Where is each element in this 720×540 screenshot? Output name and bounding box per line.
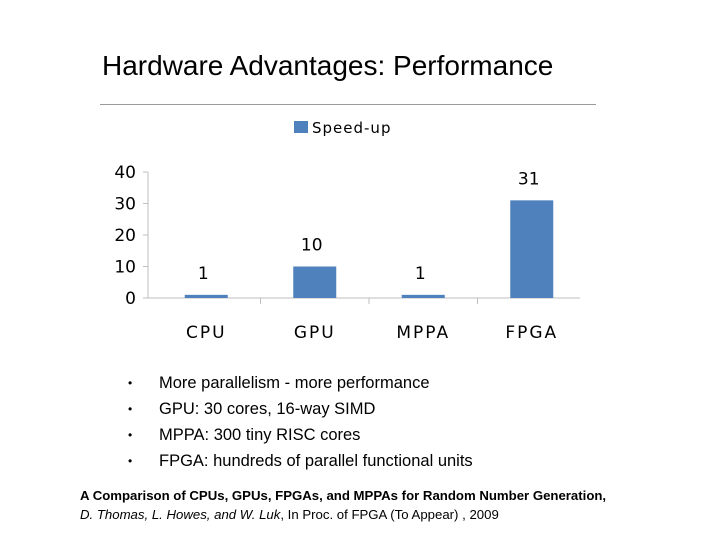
bullet-item: • MPPA: 300 tiny RISC cores [128, 422, 473, 448]
citation-authors: D. Thomas, L. Howes, and W. Luk [80, 507, 281, 522]
bullet-item: • FPGA: hundreds of parallel functional u… [128, 448, 473, 474]
value-label: 10 [301, 236, 323, 256]
y-tick-label: 20 [114, 226, 136, 246]
value-label: 31 [518, 169, 540, 189]
y-tick-label: 30 [114, 195, 136, 215]
citation-paper: A Comparison of CPUs, GPUs, FPGAs, and M… [80, 488, 607, 503]
bars [184, 200, 554, 298]
bar-mppa [401, 294, 445, 298]
x-tick-label: FPGA [505, 323, 558, 343]
speedup-bar-chart: 0 10 20 30 40 1 10 1 31 CPU GPU MPPA FPGA Speed-up [114, 119, 580, 343]
bar-fpga [510, 200, 554, 298]
legend-label: Speed-up [312, 119, 391, 137]
title-divider [100, 104, 596, 105]
x-tick-label: CPU [186, 323, 227, 343]
bullet-marker: • [128, 402, 133, 416]
citation: A Comparison of CPUs, GPUs, FPGAs, and M… [80, 486, 606, 524]
bar-gpu [293, 266, 337, 298]
bullet-text: FPGA: hundreds of parallel functional un… [159, 452, 473, 470]
y-tick-label: 0 [125, 289, 136, 309]
bullet-list: • More parallelism - more performance • GP… [128, 370, 473, 474]
citation-venue: , In Proc. of FPGA (To Appear) , 2009 [280, 507, 499, 522]
bullet-marker: • [128, 376, 133, 390]
slide-title: Hardware Advantages: Performance [102, 50, 554, 81]
x-tick-labels: CPU GPU MPPA FPGA [186, 323, 558, 343]
x-tick-label: MPPA [396, 323, 450, 343]
bullet-marker: • [128, 428, 133, 442]
bar-cpu [184, 294, 228, 298]
bullet-item: • More parallelism - more performance [128, 370, 473, 396]
y-tick-labels: 0 10 20 30 40 [114, 163, 136, 309]
legend: Speed-up [294, 119, 391, 137]
value-label: 1 [415, 264, 426, 284]
value-label: 1 [198, 264, 209, 284]
legend-swatch [294, 121, 308, 133]
value-labels: 1 10 1 31 [198, 169, 540, 284]
bullet-text: GPU: 30 cores, 16-way SIMD [159, 400, 376, 418]
y-tick-label: 40 [114, 163, 136, 183]
bullet-text: More parallelism - more performance [159, 374, 430, 392]
bullet-marker: • [128, 454, 133, 468]
bullet-text: MPPA: 300 tiny RISC cores [159, 426, 361, 444]
y-tick-label: 10 [114, 258, 136, 278]
x-tick-label: GPU [294, 323, 336, 343]
bullet-item: • GPU: 30 cores, 16-way SIMD [128, 396, 473, 422]
